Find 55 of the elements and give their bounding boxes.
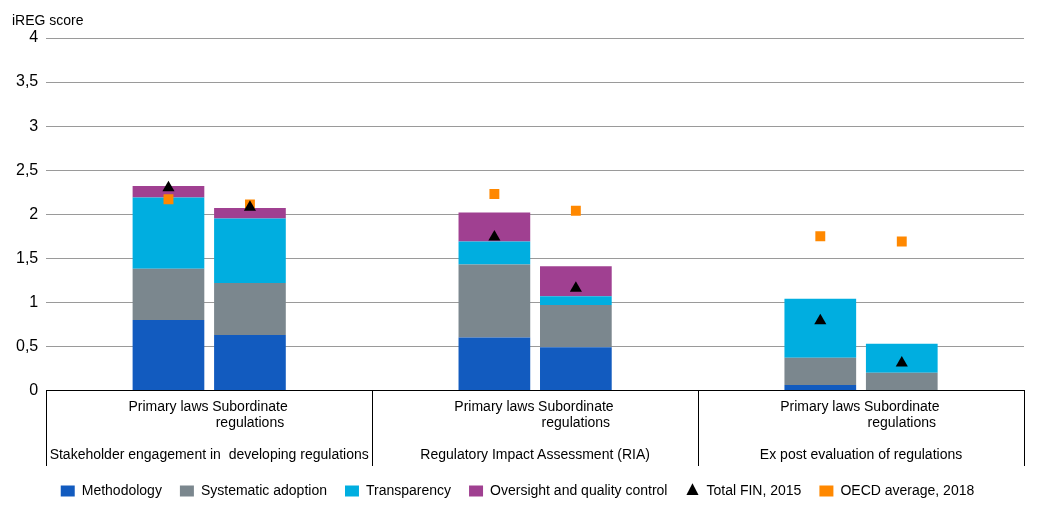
point — [570, 205, 581, 216]
point — [814, 313, 827, 325]
y-tick-label: 0,5 — [15, 336, 39, 354]
y-tick-label: 4 — [29, 28, 39, 46]
bar — [458, 241, 531, 265]
x-tick-label: Subordinate regulations — [538, 397, 614, 431]
legend-label: OECD average, 2018 — [840, 481, 975, 498]
text: Regulatory Impact Assessment (RIA) — [420, 445, 650, 462]
bar — [540, 347, 612, 390]
x-tick-label: Subordinate regulations — [864, 397, 940, 431]
bar — [132, 319, 205, 390]
y-tick-label: 1 — [29, 292, 39, 310]
x-tick-label: Primary laws — [454, 397, 535, 414]
bar — [540, 266, 612, 297]
point — [163, 194, 174, 205]
x-tick-label: Primary laws — [780, 397, 861, 414]
point — [488, 230, 501, 241]
legend-label: Oversight and quality control — [490, 481, 668, 498]
point — [569, 281, 582, 292]
bar — [865, 343, 938, 373]
bar — [458, 212, 531, 242]
point — [815, 231, 826, 242]
y-tick-label: 2,5 — [15, 160, 39, 178]
bar — [132, 197, 205, 269]
point — [162, 180, 175, 192]
text: Ex post evaluation of regulations — [759, 445, 963, 462]
x-tick-label: Subordinate regulations — [212, 397, 288, 431]
text: Stakeholder engagement in developing regulations — [49, 445, 369, 462]
bar — [214, 208, 286, 219]
bar — [214, 334, 286, 390]
bar — [132, 268, 205, 320]
bar — [214, 282, 286, 335]
bar — [784, 298, 857, 358]
bar — [784, 385, 857, 390]
x-tick-label: Primary laws — [128, 397, 209, 414]
bar — [458, 337, 531, 390]
bar — [784, 357, 857, 386]
point — [896, 236, 907, 247]
bar — [214, 218, 286, 283]
point — [489, 188, 500, 199]
point — [895, 356, 908, 367]
legend-label: Methodology — [81, 481, 162, 498]
bar — [540, 304, 612, 348]
y-tick-label: 3,5 — [15, 72, 39, 90]
bar — [865, 372, 938, 390]
legend-label: Systematic adoption — [200, 481, 327, 498]
y-tick-label: 2 — [29, 204, 39, 222]
y-tick-label: 0 — [29, 380, 39, 398]
legend-label: Total FIN, 2015 — [706, 481, 802, 498]
y-tick-label: 3 — [29, 116, 39, 134]
y-tick-label: 1,5 — [15, 248, 39, 266]
bar — [540, 296, 612, 305]
legend-label: Transparency — [365, 481, 452, 498]
y-axis-title: iREG score — [12, 11, 84, 28]
bar — [458, 264, 531, 338]
